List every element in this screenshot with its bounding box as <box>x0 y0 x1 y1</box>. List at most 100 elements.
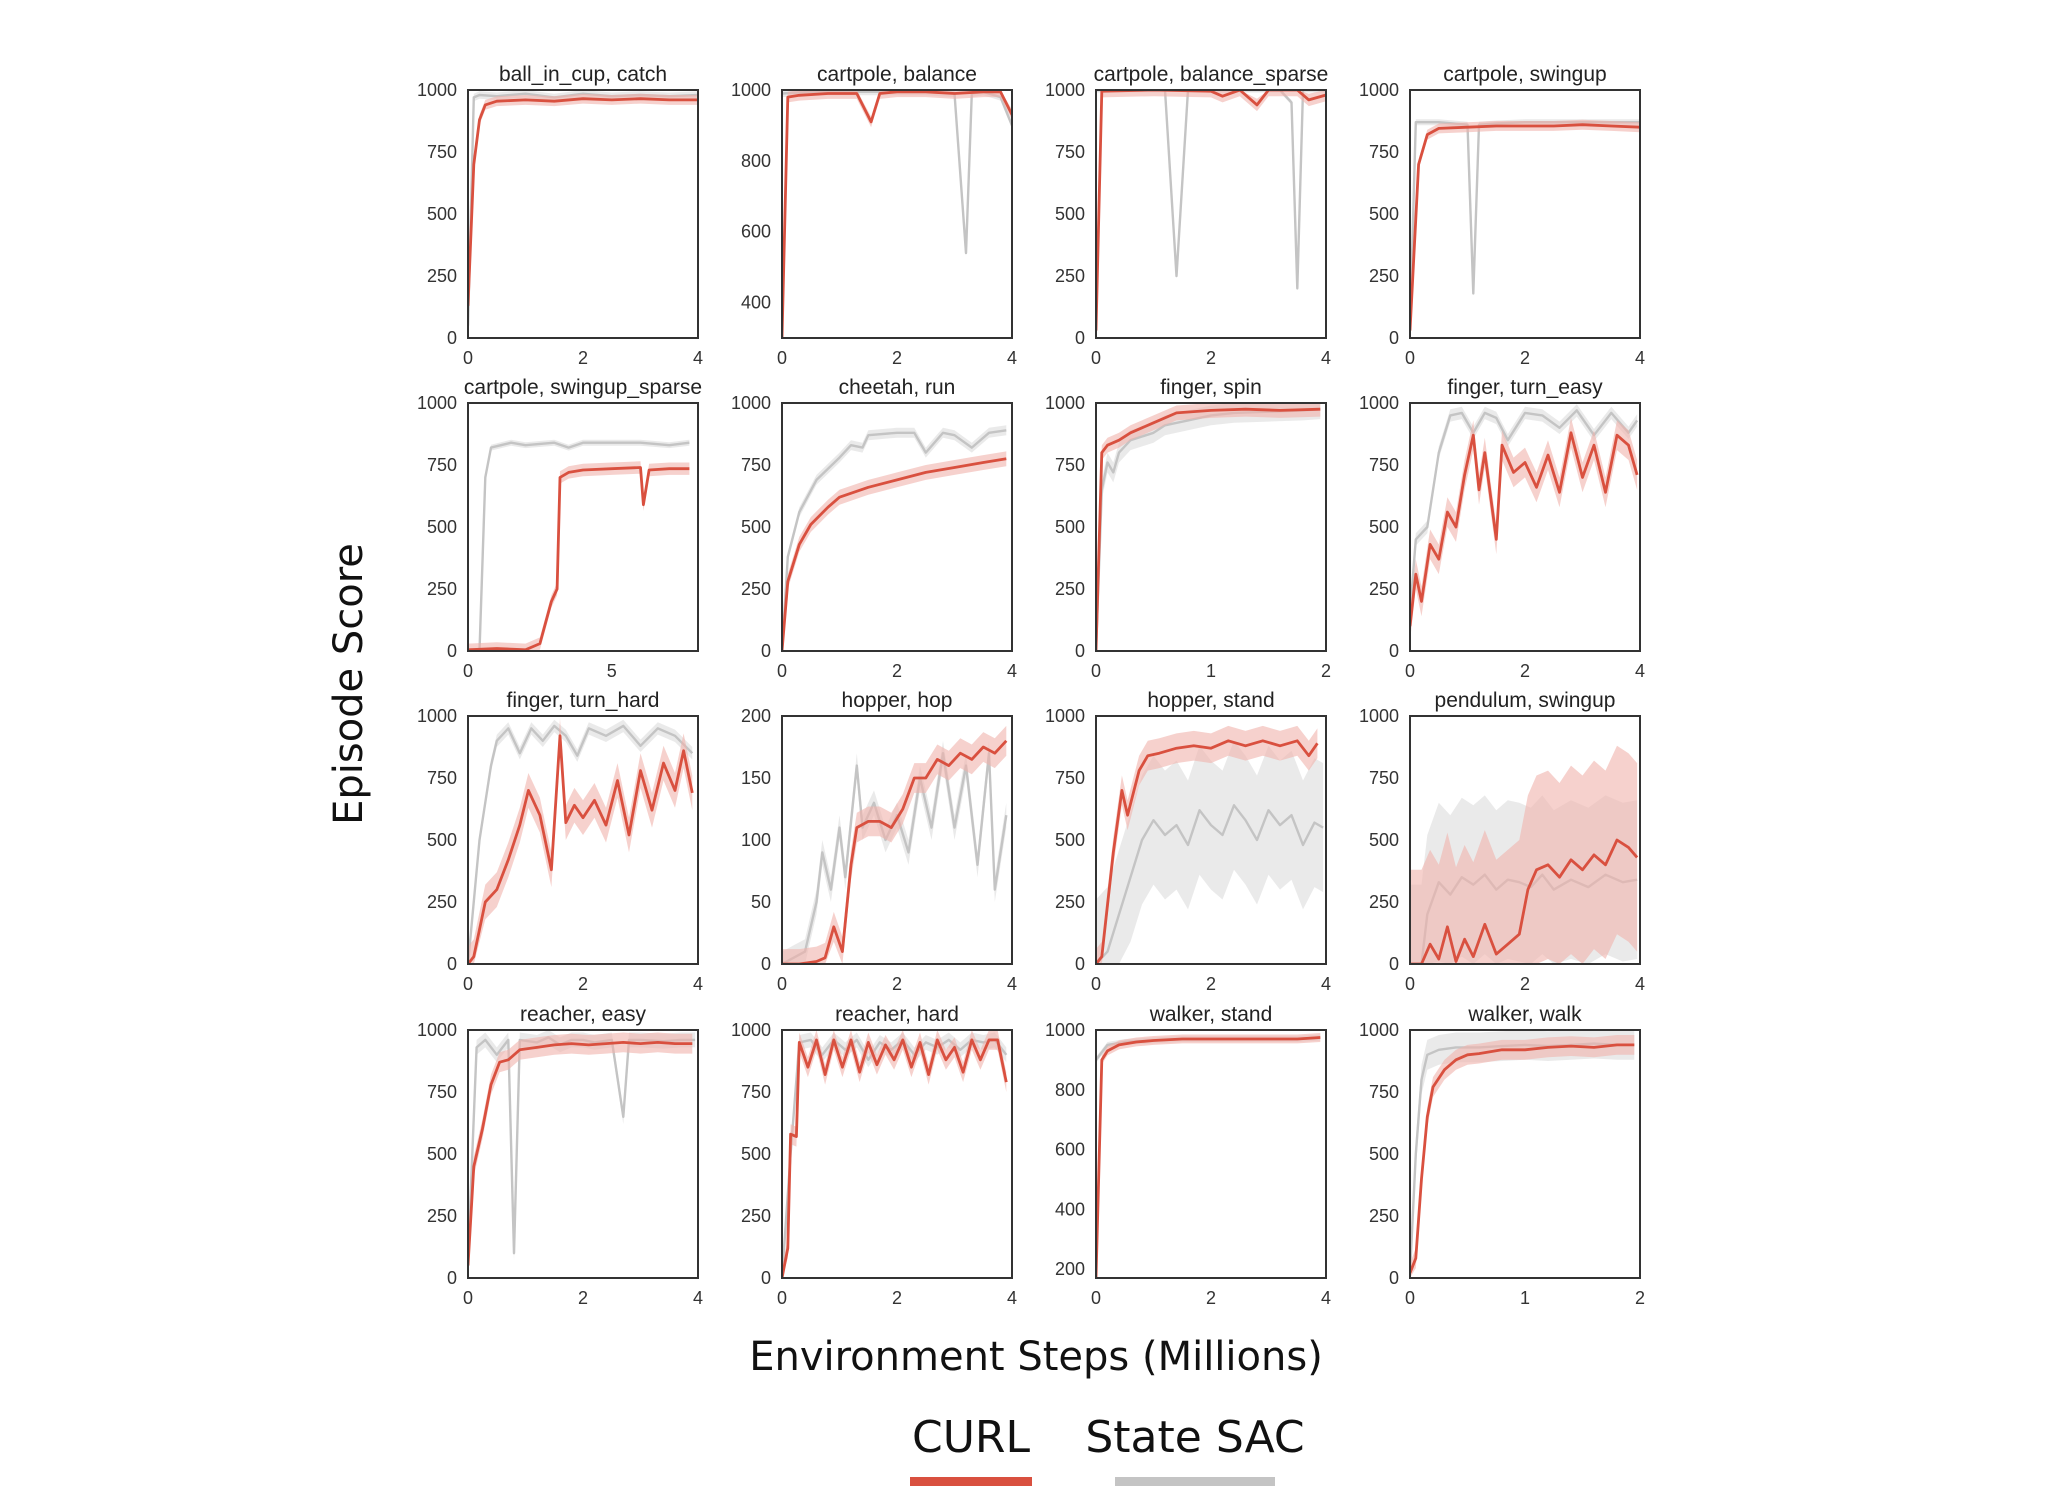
x-tick-label: 0 <box>1091 348 1101 368</box>
x-tick-label: 0 <box>463 974 473 994</box>
y-tick-label: 250 <box>1055 266 1085 286</box>
x-tick-label: 2 <box>578 348 588 368</box>
y-tick-label: 50 <box>751 892 771 912</box>
y-tick-label: 0 <box>1389 328 1399 348</box>
series-line-state-sac <box>782 752 1008 964</box>
y-tick-label: 750 <box>1369 142 1399 162</box>
y-tick-label: 500 <box>1055 517 1085 537</box>
panel-title: walker, stand <box>1149 1003 1273 1026</box>
x-tick-label: 4 <box>1635 348 1645 368</box>
y-tick-label: 750 <box>427 455 457 475</box>
y-tick-label: 0 <box>1389 1268 1399 1288</box>
band-curl <box>468 93 698 311</box>
y-tick-label: 250 <box>427 892 457 912</box>
series-line-curl <box>1410 838 1639 964</box>
legend: CURL State SAC <box>910 1412 1305 1486</box>
x-tick-label: 4 <box>1321 348 1331 368</box>
panel-walker-stand: walker, stand 0 2 4 200 400 600 800 1000 <box>1045 1003 1331 1308</box>
x-tick-label: 4 <box>693 348 703 368</box>
series-line-state-sac <box>1410 409 1639 614</box>
x-tick-label: 4 <box>1635 661 1645 681</box>
series-line-curl <box>1096 1036 1321 1278</box>
y-tick-label: 400 <box>741 293 771 313</box>
series-line-curl <box>1410 431 1639 627</box>
x-tick-label: 0 <box>463 661 473 681</box>
legend-item-state-sac: State SAC <box>1085 1412 1305 1486</box>
series-line-curl <box>1410 1043 1635 1274</box>
band-state-sac <box>782 740 1007 964</box>
plot-area <box>1096 725 1324 964</box>
x-axis-label: Environment Steps (Millions) <box>749 1334 1323 1380</box>
band-state-sac <box>1096 740 1324 964</box>
x-tick-label: 2 <box>578 974 588 994</box>
band-state-sac <box>468 1030 696 1269</box>
x-tick-label: 0 <box>777 974 787 994</box>
plot-frame <box>781 402 1013 652</box>
x-tick-label: 4 <box>1007 974 1017 994</box>
plot-frame <box>1095 715 1327 965</box>
y-tick-label: 1000 <box>1045 393 1085 413</box>
y-tick-label: 250 <box>427 1206 457 1226</box>
series-line-curl <box>1096 739 1319 964</box>
y-tick-label: 750 <box>741 1082 771 1102</box>
y-tick-label: 500 <box>1055 830 1085 850</box>
plot-area <box>468 1030 696 1276</box>
x-tick-label: 2 <box>1321 661 1331 681</box>
panel-cartpole-swingup: cartpole, swingup 0 2 4 0 250 500 750 1000 <box>1359 63 1645 368</box>
panel-ball-in-cup-catch: ball_in_cup, catch 0 2 4 0 250 500 750 1000 <box>417 63 703 368</box>
x-tick-label: 1 <box>1206 661 1216 681</box>
y-tick-label: 500 <box>427 204 457 224</box>
y-tick-label: 750 <box>1055 768 1085 788</box>
series-line-curl <box>468 1041 693 1266</box>
plot-area <box>782 425 1007 651</box>
panel-title: cartpole, balance <box>817 63 977 86</box>
plot-frame <box>1409 89 1641 339</box>
plot-area <box>1096 403 1321 651</box>
plot-area <box>1410 404 1639 642</box>
legend-swatch <box>910 1477 1032 1486</box>
series-line-curl <box>782 457 1007 651</box>
y-tick-label: 100 <box>741 830 771 850</box>
x-tick-label: 0 <box>1405 348 1415 368</box>
band-curl <box>782 90 1012 338</box>
series-line-state-sac <box>782 429 1007 651</box>
plot-area <box>468 439 690 651</box>
y-tick-label: 750 <box>1055 455 1085 475</box>
x-tick-label: 0 <box>1405 661 1415 681</box>
series-line-curl <box>468 97 698 306</box>
y-tick-label: 250 <box>427 266 457 286</box>
plot-frame <box>1095 402 1327 652</box>
x-tick-label: 2 <box>1206 1288 1216 1308</box>
x-tick-label: 2 <box>1520 661 1530 681</box>
y-tick-label: 250 <box>741 1206 771 1226</box>
plot-frame <box>1095 89 1327 339</box>
x-tick-label: 2 <box>892 974 902 994</box>
x-tick-label: 2 <box>1520 974 1530 994</box>
y-tick-label: 750 <box>741 455 771 475</box>
series-line-state-sac <box>782 1038 1008 1278</box>
panel-hopper-hop: hopper, hop 0 2 4 0 50 100 150 200 <box>741 689 1017 994</box>
x-tick-label: 0 <box>463 1288 473 1308</box>
plot-frame <box>1409 715 1641 965</box>
legend-label: CURL <box>912 1412 1031 1463</box>
y-tick-label: 250 <box>1369 1206 1399 1226</box>
y-tick-label: 500 <box>741 1144 771 1164</box>
panel-title: pendulum, swingup <box>1435 689 1616 712</box>
series-line-state-sac <box>782 90 1012 255</box>
y-tick-label: 500 <box>1055 204 1085 224</box>
panel-title: ball_in_cup, catch <box>499 63 667 86</box>
y-tick-label: 0 <box>447 641 457 661</box>
y-tick-label: 1000 <box>417 393 457 413</box>
plot-area <box>782 90 1012 338</box>
panel-reacher-easy: reacher, easy 0 2 4 0 250 500 750 1000 <box>417 1003 703 1308</box>
x-tick-label: 0 <box>1091 1288 1101 1308</box>
x-tick-label: 0 <box>1405 974 1415 994</box>
band-curl <box>782 451 1007 651</box>
y-tick-label: 750 <box>1369 768 1399 788</box>
x-tick-label: 2 <box>1635 1288 1645 1308</box>
panel-title: finger, spin <box>1160 376 1262 399</box>
y-tick-label: 1000 <box>1045 80 1085 100</box>
panel-finger-turn-easy: finger, turn_easy 0 2 4 0 250 500 750 1000 <box>1359 376 1645 681</box>
x-tick-label: 0 <box>1091 974 1101 994</box>
panel-walker-walk: walker, walk 0 1 2 0 250 500 750 1000 <box>1359 1003 1645 1308</box>
